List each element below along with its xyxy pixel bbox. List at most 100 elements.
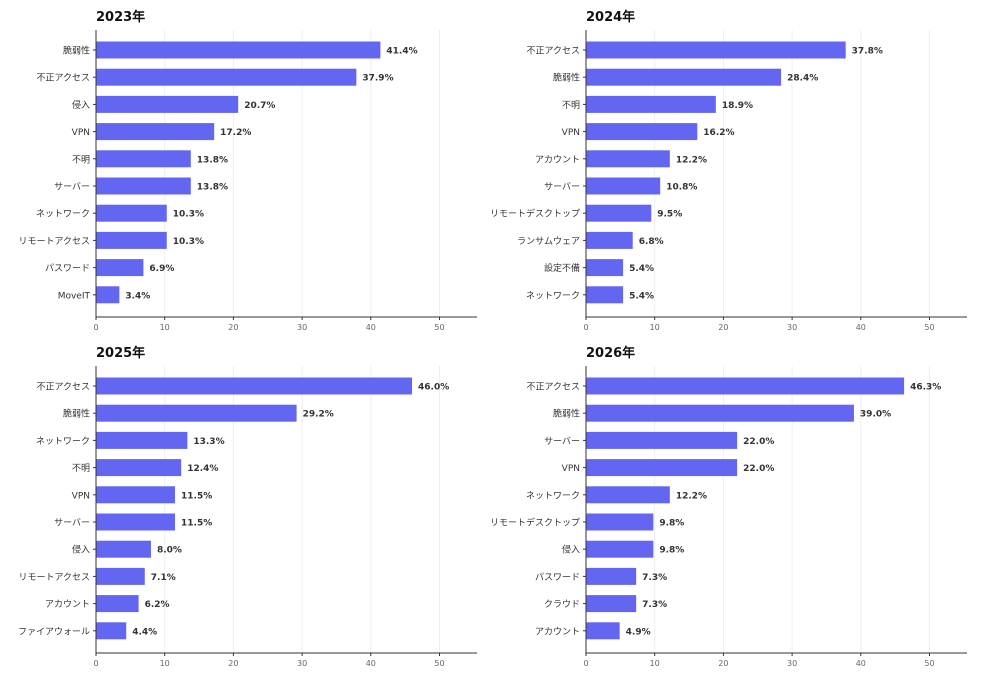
- chart-2025-value-label: 11.5%: [181, 491, 212, 501]
- chart-2024-value-label: 16.2%: [703, 128, 734, 138]
- chart-2023-x-tick-label: 10: [160, 323, 170, 332]
- chart-2024-category-label: 脆弱性: [553, 72, 580, 84]
- chart-2025-category-label: リモートアクセス: [18, 572, 90, 583]
- chart-2024-x-tick-label: 50: [924, 323, 934, 332]
- chart-2024-category-label: リモートデスクトップ: [490, 208, 580, 220]
- chart-2023-value-label: 41.4%: [386, 47, 417, 57]
- chart-2023-bar: [96, 123, 215, 141]
- chart-2025-x-tick-label: 30: [297, 659, 307, 668]
- chart-2025-category-label: ネットワーク: [36, 436, 90, 447]
- chart-2025-x-tick-label: 20: [228, 659, 238, 668]
- chart-2024-category-label: 不正アクセス: [526, 46, 580, 57]
- chart-2023-x-tick-label: 40: [366, 323, 376, 332]
- chart-2023-category-label: 不正アクセス: [36, 73, 90, 84]
- chart-2024-category-label: サーバー: [544, 182, 580, 193]
- chart-2023-bar: [96, 41, 381, 59]
- chart-2023-bar: [96, 286, 120, 304]
- chart-2026-category-label: クラウド: [544, 599, 580, 610]
- chart-2024-x-tick-label: 40: [856, 323, 866, 332]
- chart-2026-x-tick-label: 40: [856, 659, 866, 668]
- chart-2026-value-label: 39.0%: [860, 410, 891, 420]
- chart-2026: 2026年 不正アクセス 46.3% 脆弱性 39.0% サーバー 22.0% VPN 22.0…: [490, 336, 980, 680]
- chart-2026-x-tick-label: 0: [583, 659, 588, 668]
- chart-2026-bar: [586, 404, 854, 422]
- chart-2026-category-label: サーバー: [544, 436, 580, 447]
- chart-2024-category-label: 不明: [562, 100, 580, 111]
- chart-2024-bar: [586, 259, 624, 277]
- chart-2025-value-label: 7.1%: [151, 573, 176, 583]
- chart-2024-category-label: 設定不備: [544, 262, 580, 274]
- chart-2024-bar: [586, 286, 624, 304]
- chart-2025-category-label: 侵入: [72, 544, 90, 556]
- chart-2026-bar: [586, 377, 905, 395]
- chart-2023-value-label: 13.8%: [197, 155, 228, 165]
- chart-2026-x-tick-label: 10: [650, 659, 660, 668]
- chart-2025-value-label: 8.0%: [157, 546, 182, 556]
- chart-2026-x-tick-label: 30: [787, 659, 797, 668]
- chart-2024-bar: [586, 123, 698, 141]
- chart-2026-x-tick-label: 50: [924, 659, 934, 668]
- chart-2026-value-label: 12.2%: [676, 491, 707, 501]
- chart-2026-bar: [586, 567, 637, 585]
- chart-2024-value-label: 12.2%: [676, 155, 707, 165]
- chart-2023-category-label: リモートアクセス: [18, 236, 90, 247]
- chart-2025-bar: [96, 486, 176, 504]
- chart-2024-category-label: ネットワーク: [526, 290, 580, 301]
- chart-2023-bar: [96, 259, 144, 277]
- chart-2026-category-label: パスワード: [535, 572, 580, 583]
- chart-2023-bar: [96, 204, 167, 222]
- chart-2025-value-label: 11.5%: [181, 519, 212, 529]
- chart-2026-value-label: 7.3%: [642, 600, 667, 610]
- chart-2023-category-label: MoveIT: [58, 291, 91, 301]
- chart-2024-x-tick-label: 20: [718, 323, 728, 332]
- chart-2026-value-label: 9.8%: [659, 546, 684, 556]
- chart-2024-bar: [586, 41, 846, 59]
- chart-2024-x-tick-label: 10: [650, 323, 660, 332]
- chart-2026-category-label: ネットワーク: [526, 490, 580, 501]
- chart-2024-value-label: 5.4%: [629, 291, 654, 301]
- chart-2026-bar: [586, 540, 654, 558]
- chart-2025-value-label: 6.2%: [145, 600, 170, 610]
- chart-2023-value-label: 10.3%: [173, 210, 204, 220]
- chart-2023-category-label: VPN: [72, 128, 90, 138]
- chart-2026-category-label: 侵入: [562, 544, 580, 556]
- chart-2025-bar: [96, 377, 413, 395]
- chart-2024-value-label: 18.9%: [722, 101, 753, 111]
- chart-2025-bar: [96, 540, 151, 558]
- chart-2026-value-label: 7.3%: [642, 573, 667, 583]
- chart-2026-value-label: 22.0%: [743, 464, 774, 474]
- chart-2023: 2023年 脆弱性 41.4% 不正アクセス 37.9% 侵入 20.7% VPN 17.2% 不…: [0, 0, 490, 342]
- chart-2023-value-label: 20.7%: [244, 101, 275, 111]
- chart-2023-value-label: 37.9%: [362, 74, 393, 84]
- chart-2025: 2025年 不正アクセス 46.0% 脆弱性 29.2% ネットワーク 13.3% 不明 12.…: [0, 336, 490, 680]
- chart-2024-value-label: 28.4%: [787, 74, 818, 84]
- chart-2024-x-tick-label: 0: [583, 323, 588, 332]
- chart-2024-bar: [586, 204, 652, 222]
- chart-2023-category-label: パスワード: [45, 263, 90, 274]
- chart-2025-x-tick-label: 40: [366, 659, 376, 668]
- chart-2026-bar: [586, 622, 620, 640]
- chart-2025-value-label: 12.4%: [187, 464, 218, 474]
- chart-2023-x-tick-label: 0: [93, 323, 98, 332]
- chart-2024-bar: [586, 177, 661, 195]
- chart-2025-bar: [96, 595, 139, 613]
- chart-2026-value-label: 9.8%: [659, 519, 684, 529]
- chart-2026-category-label: 脆弱性: [553, 408, 580, 420]
- chart-2023-title: 2023年: [96, 9, 145, 25]
- chart-2025-category-label: 不明: [72, 463, 90, 474]
- chart-2023-bar: [96, 68, 357, 86]
- chart-2025-x-tick-label: 50: [434, 659, 444, 668]
- chart-2025-bar: [96, 622, 127, 640]
- chart-2024-category-label: アカウント: [535, 154, 580, 165]
- chart-2025-title: 2025年: [96, 345, 145, 361]
- chart-2025-x-tick-label: 10: [160, 659, 170, 668]
- chart-2025-category-label: 不正アクセス: [36, 382, 90, 393]
- chart-2025-bar: [96, 431, 188, 449]
- chart-2023-bar: [96, 95, 239, 113]
- chart-2026-bar: [586, 459, 738, 477]
- chart-2024-value-label: 10.8%: [666, 183, 697, 193]
- chart-2023-category-label: 不明: [72, 154, 90, 165]
- chart-2025-bar: [96, 459, 182, 477]
- chart-2025-value-label: 13.3%: [193, 437, 224, 447]
